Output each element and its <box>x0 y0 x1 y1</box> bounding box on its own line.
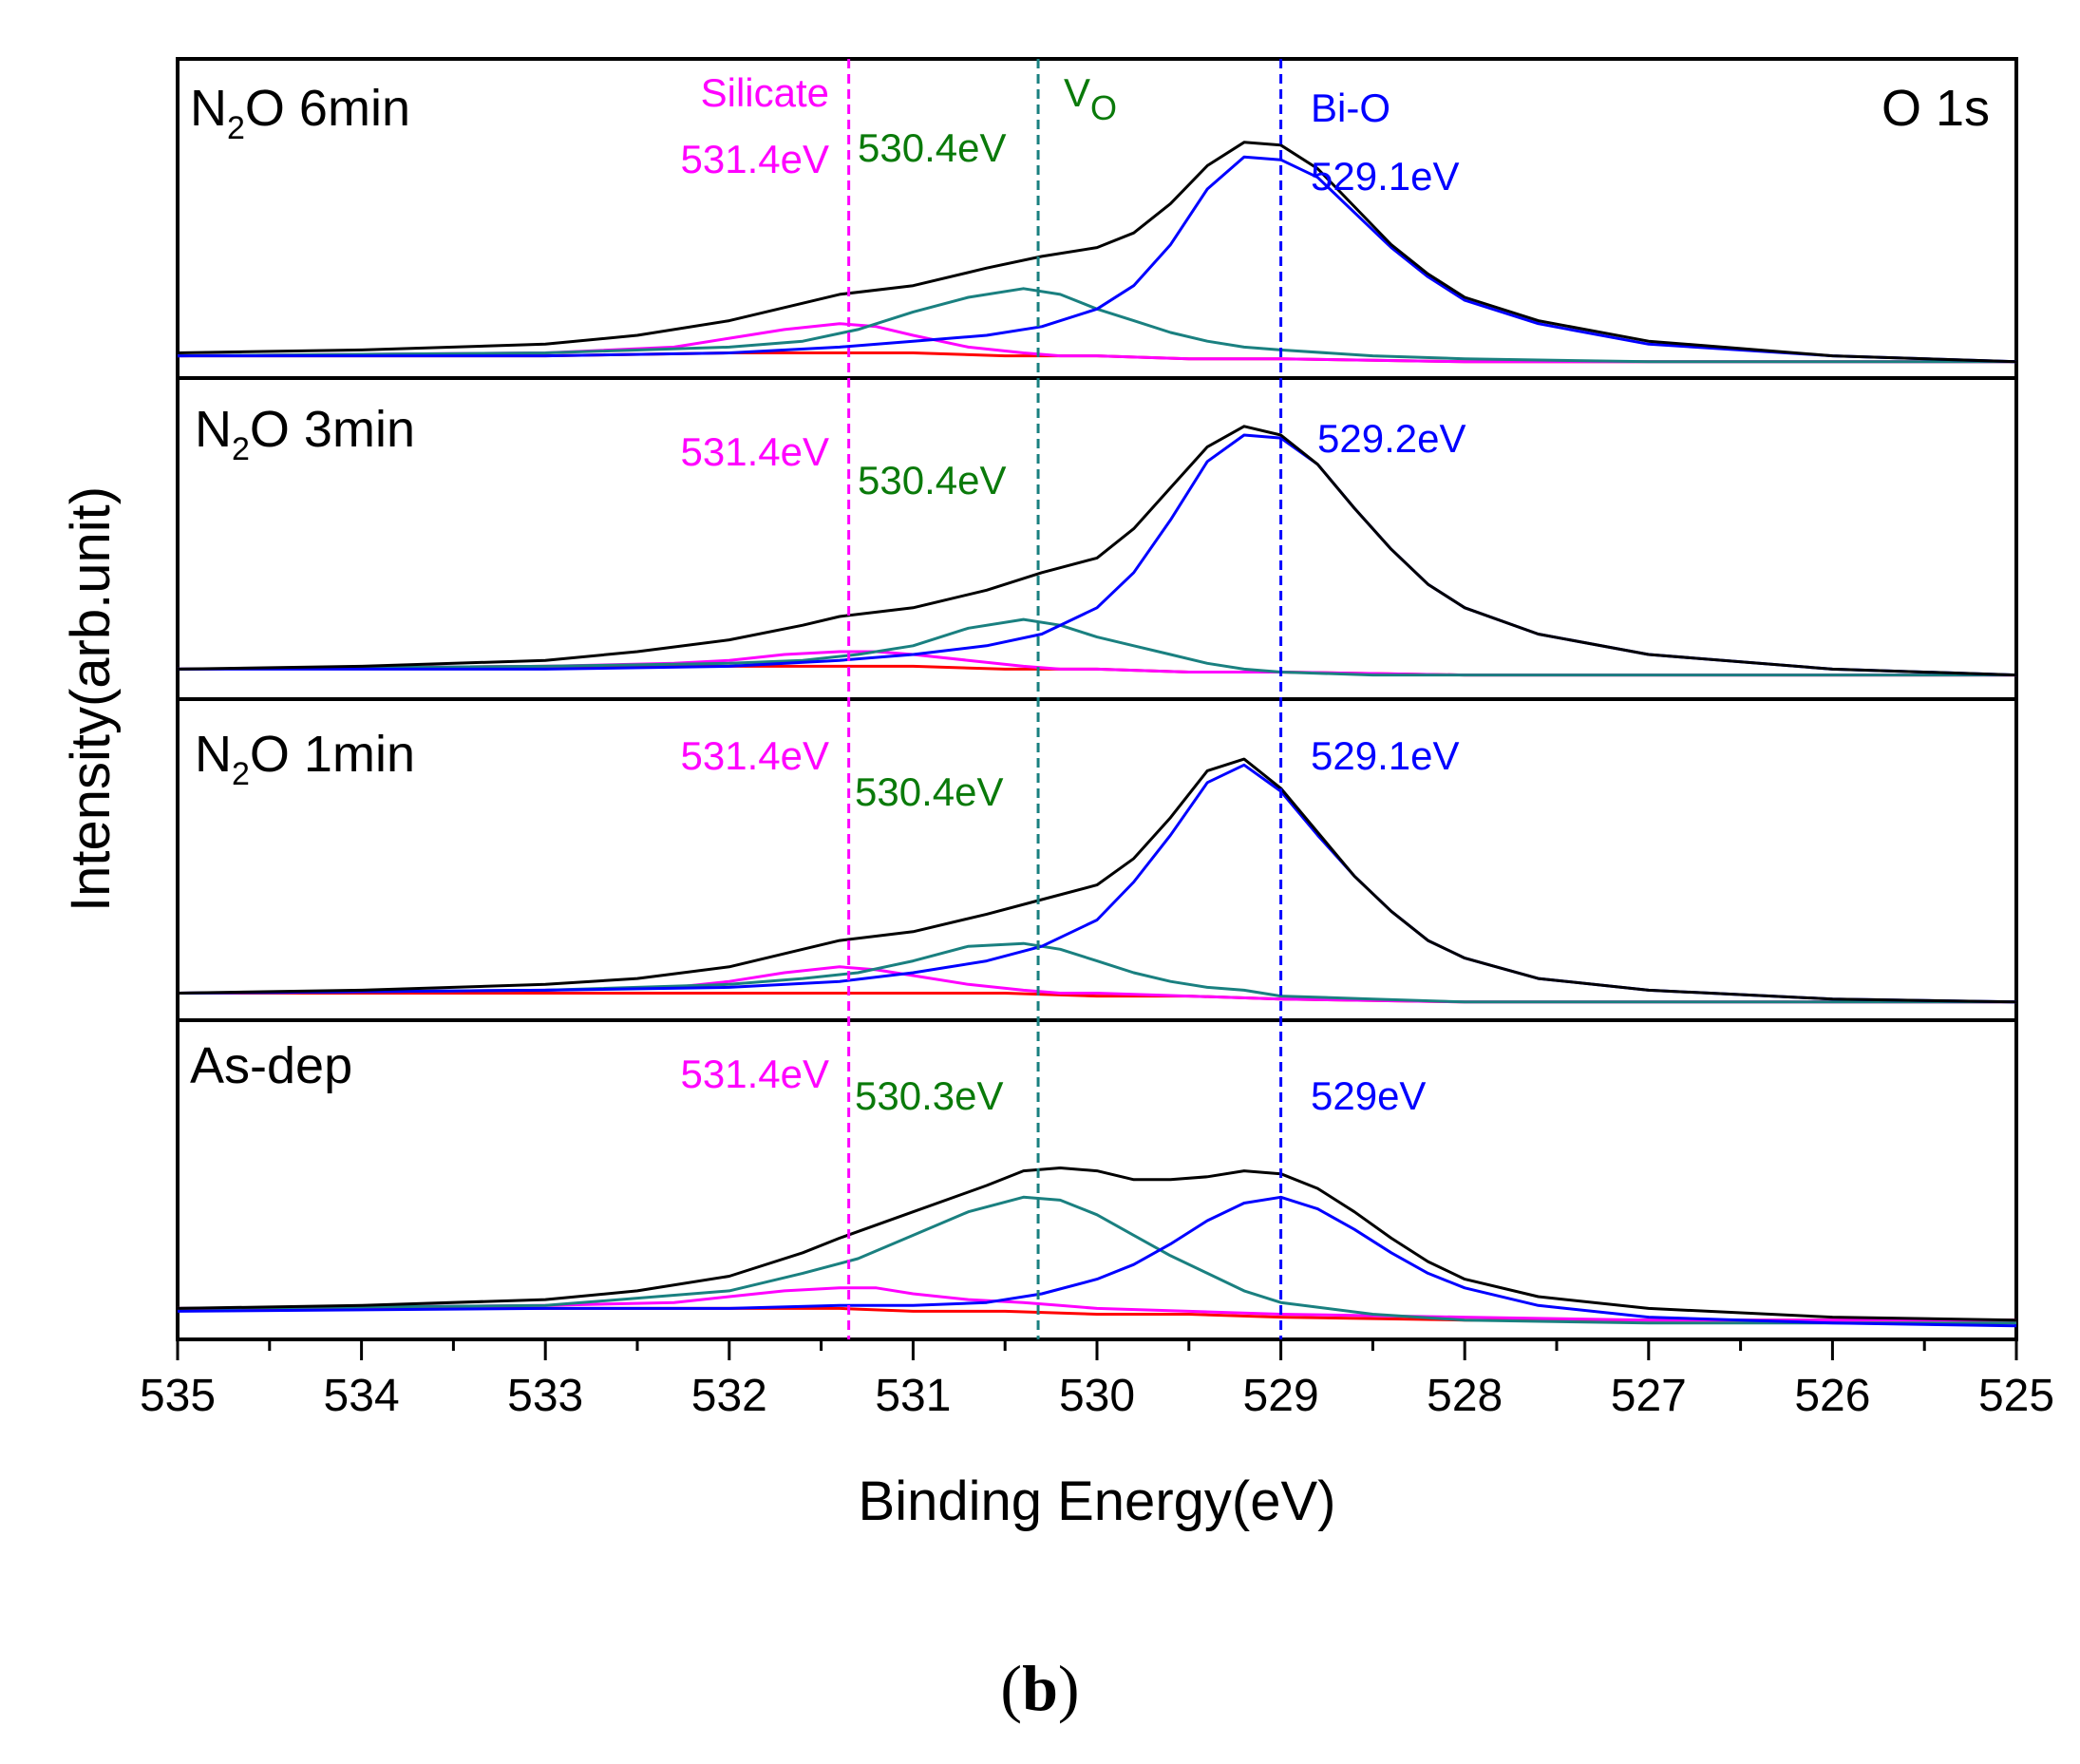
x-tick-label: 525 <box>1978 1371 2054 1421</box>
series-line-silicate <box>177 322 2016 364</box>
series-line-bio <box>177 1195 2017 1328</box>
ref-label-silicate: Silicate <box>701 70 829 115</box>
x-tick-label: 532 <box>691 1371 767 1421</box>
series-line-bio <box>178 433 2017 677</box>
panel-labels: N2O 6min O 1s Silicate VO Bi-O 531.4eV 5… <box>190 70 1990 1118</box>
panel-label-n2o-1min: N2O 1min <box>195 726 415 792</box>
x-tick-label: 534 <box>324 1371 400 1421</box>
x-tick-label: 535 <box>140 1371 216 1421</box>
x-tick-label: 533 <box>507 1371 583 1421</box>
series-line-bio <box>178 155 2017 364</box>
series-line-vo <box>177 287 2016 364</box>
series-line-vo <box>177 1195 2016 1325</box>
x-axis-title: Binding Energy(eV) <box>859 1470 1336 1532</box>
ref-label-bio: Bi-O <box>1311 85 1390 130</box>
series-line-envelope <box>177 425 2017 677</box>
peak-label-vo: 530.4eV <box>858 458 1006 503</box>
panel-frames <box>176 57 2018 1341</box>
reference-lines <box>847 59 1283 1339</box>
series-line-envelope <box>177 757 2017 1004</box>
peak-label-vo: 530.4eV <box>858 125 1006 170</box>
peak-label-vo: 530.3eV <box>855 1073 1003 1118</box>
panel-label-n2o-3min: N2O 3min <box>195 401 415 467</box>
x-axis-ticks: 535 534 533 532 531 530 529 528 527 526 525 <box>140 1339 2054 1421</box>
x-tick-label: 527 <box>1611 1371 1687 1421</box>
x-tick-label: 528 <box>1427 1371 1503 1421</box>
peak-label-silicate: 531.4eV <box>681 429 829 474</box>
panel-frame-n2o-1min <box>176 697 2018 1022</box>
chart-title: O 1s <box>1881 80 1990 137</box>
peak-label-bio: 529.1eV <box>1311 733 1459 778</box>
panel-label-as-dep: As-dep <box>190 1037 352 1094</box>
x-tick-label: 529 <box>1243 1371 1319 1421</box>
figure-label: (b) <box>1000 1652 1079 1724</box>
x-tick-label: 531 <box>875 1371 951 1421</box>
curves-layer <box>177 141 2017 1328</box>
series-line-vo <box>177 941 2016 1004</box>
ref-label-vo: VO <box>1064 70 1117 127</box>
panel-label-n2o-6min: N2O 6min <box>190 80 410 146</box>
x-tick-label: 526 <box>1794 1371 1870 1421</box>
x-tick-label: 530 <box>1059 1371 1135 1421</box>
peak-label-silicate: 531.4eV <box>681 1052 829 1096</box>
peak-label-bio: 529.1eV <box>1311 154 1459 199</box>
peak-label-silicate: 531.4eV <box>681 733 829 778</box>
peak-label-silicate: 531.4eV <box>681 137 829 181</box>
panel-frame-n2o-3min <box>176 376 2018 701</box>
peak-label-bio: 529.2eV <box>1317 416 1465 461</box>
peak-label-bio: 529eV <box>1311 1073 1426 1118</box>
peak-label-vo: 530.4eV <box>855 769 1003 814</box>
y-axis-title: Intensity(arb.unit) <box>60 486 122 912</box>
series-line-envelope <box>177 1167 2017 1322</box>
panel-frame-as-dep <box>176 1018 2018 1341</box>
series-line-envelope <box>177 141 2017 364</box>
series-line-vo <box>177 617 2016 677</box>
